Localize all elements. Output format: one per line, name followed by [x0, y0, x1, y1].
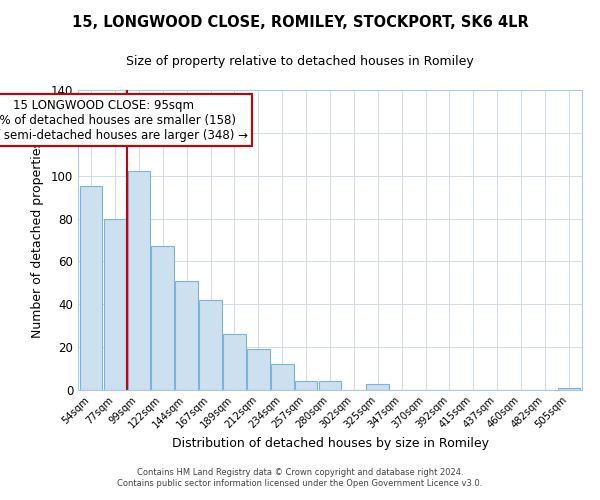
Bar — [367, 384, 389, 390]
Y-axis label: Number of detached properties: Number of detached properties — [31, 142, 44, 338]
Bar — [295, 382, 317, 390]
Bar — [247, 350, 269, 390]
Text: Size of property relative to detached houses in Romiley: Size of property relative to detached ho… — [126, 55, 474, 68]
Bar — [80, 186, 103, 390]
Text: 15 LONGWOOD CLOSE: 95sqm
← 31% of detached houses are smaller (158)
69% of semi-: 15 LONGWOOD CLOSE: 95sqm ← 31% of detach… — [0, 98, 248, 142]
Bar — [271, 364, 293, 390]
Bar — [557, 388, 580, 390]
Bar — [128, 172, 150, 390]
X-axis label: Distribution of detached houses by size in Romiley: Distribution of detached houses by size … — [172, 438, 488, 450]
Bar — [319, 382, 341, 390]
Bar — [199, 300, 222, 390]
Text: 15, LONGWOOD CLOSE, ROMILEY, STOCKPORT, SK6 4LR: 15, LONGWOOD CLOSE, ROMILEY, STOCKPORT, … — [71, 15, 529, 30]
Bar — [104, 218, 127, 390]
Bar — [223, 334, 246, 390]
Bar — [151, 246, 174, 390]
Bar — [175, 280, 198, 390]
Text: Contains HM Land Registry data © Crown copyright and database right 2024.
Contai: Contains HM Land Registry data © Crown c… — [118, 468, 482, 487]
